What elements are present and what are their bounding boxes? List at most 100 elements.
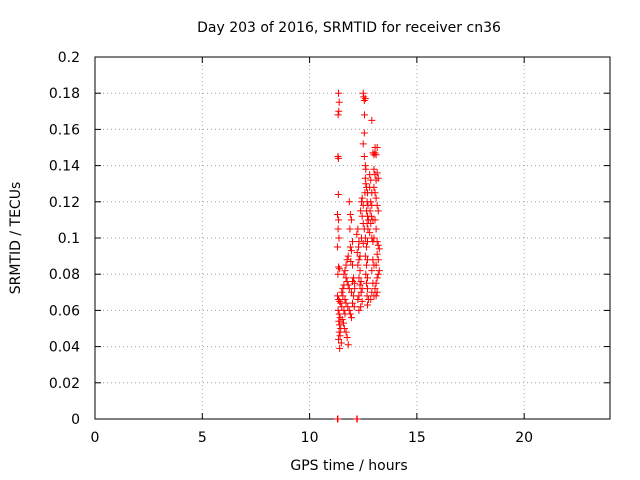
data-point <box>371 285 379 293</box>
data-point <box>354 296 362 304</box>
data-point <box>358 297 366 305</box>
x-axis-label: GPS time / hours <box>290 458 407 474</box>
data-point <box>344 281 352 289</box>
data-point <box>370 234 378 242</box>
x-tick-label: 15 <box>408 430 426 446</box>
data-point <box>374 207 382 215</box>
data-point <box>338 315 346 323</box>
y-tick-label: 0.16 <box>49 122 80 138</box>
data-point <box>334 270 342 278</box>
data-point <box>372 194 380 202</box>
data-point <box>335 154 343 162</box>
data-point <box>339 285 347 293</box>
data-point <box>336 321 344 329</box>
data-point <box>372 151 380 159</box>
data-point <box>336 297 344 305</box>
data-point <box>335 98 343 106</box>
data-point <box>342 299 350 307</box>
data-point <box>334 111 342 119</box>
x-tick-labels: 0 5 10 15 20 <box>91 430 534 446</box>
y-tick-label: 0.06 <box>49 303 80 319</box>
data-point <box>355 306 363 314</box>
data-point <box>338 303 346 311</box>
data-point <box>353 415 361 423</box>
data-point <box>364 301 372 309</box>
data-point <box>351 279 359 287</box>
data-point <box>355 274 363 282</box>
chart-title: Day 203 of 2016, SRMTID for receiver cn3… <box>197 20 501 36</box>
data-point <box>359 239 367 247</box>
x-tick-label: 5 <box>198 430 207 446</box>
data-point <box>342 274 350 282</box>
data-point <box>345 306 353 314</box>
data-point <box>373 144 381 151</box>
plot-frame <box>94 56 611 420</box>
data-point <box>344 252 352 260</box>
data-point <box>371 189 379 197</box>
data-point <box>336 344 344 352</box>
grid-lines <box>95 57 610 419</box>
data-point <box>335 216 343 224</box>
data-point <box>345 198 353 206</box>
data-point <box>371 216 379 224</box>
data-point <box>364 274 372 282</box>
data-point <box>340 325 348 332</box>
data-point <box>373 250 381 258</box>
data-point <box>334 153 342 161</box>
data-point <box>366 207 374 215</box>
data-point <box>344 303 352 311</box>
data-point <box>360 96 368 104</box>
data-point <box>369 279 377 287</box>
y-tick-label: 0.1 <box>58 231 80 247</box>
data-point <box>373 169 381 177</box>
data-point <box>357 303 365 311</box>
data-point <box>335 89 343 97</box>
data-point <box>343 256 351 264</box>
y-tick-labels: 0 0.02 0.04 0.06 0.08 0.1 0.12 0.14 0.16 0.18 0.2 <box>49 50 80 428</box>
data-point <box>357 288 365 296</box>
data-point <box>362 243 370 251</box>
x-tick-label: 0 <box>91 430 100 446</box>
data-point <box>334 415 342 423</box>
y-axis-label: SRMTID / TECUs <box>8 182 24 295</box>
data-point <box>362 180 370 188</box>
data-point <box>364 225 372 233</box>
data-point <box>364 285 372 293</box>
data-point <box>361 95 369 103</box>
data-point <box>370 261 378 269</box>
data-point <box>362 165 370 173</box>
data-point <box>347 314 355 322</box>
data-point <box>346 243 354 251</box>
data-point <box>374 174 382 182</box>
data-point <box>355 292 363 300</box>
data-point <box>373 274 381 282</box>
data-point <box>368 116 376 124</box>
data-point <box>341 296 349 304</box>
data-point <box>362 279 370 287</box>
data-point <box>355 256 363 264</box>
data-point <box>339 319 347 327</box>
data-point <box>356 281 364 289</box>
data-point <box>346 210 354 218</box>
data-point <box>370 183 378 191</box>
data-point <box>362 270 370 278</box>
data-point <box>333 210 341 218</box>
data-point <box>334 191 342 199</box>
data-point <box>368 267 376 275</box>
data-point <box>344 341 352 349</box>
data-point <box>367 212 375 220</box>
data-point <box>370 292 378 300</box>
data-point <box>363 292 371 300</box>
data-point <box>339 292 347 300</box>
data-point <box>367 220 375 228</box>
data-point <box>361 252 369 260</box>
y-tick-label: 0.04 <box>49 340 80 356</box>
data-point <box>334 225 342 233</box>
data-point <box>335 296 343 304</box>
data-point <box>340 270 348 278</box>
data-point <box>369 256 377 264</box>
data-point <box>347 216 355 224</box>
y-tick-label: 0.08 <box>49 267 80 283</box>
data-point <box>374 241 382 249</box>
